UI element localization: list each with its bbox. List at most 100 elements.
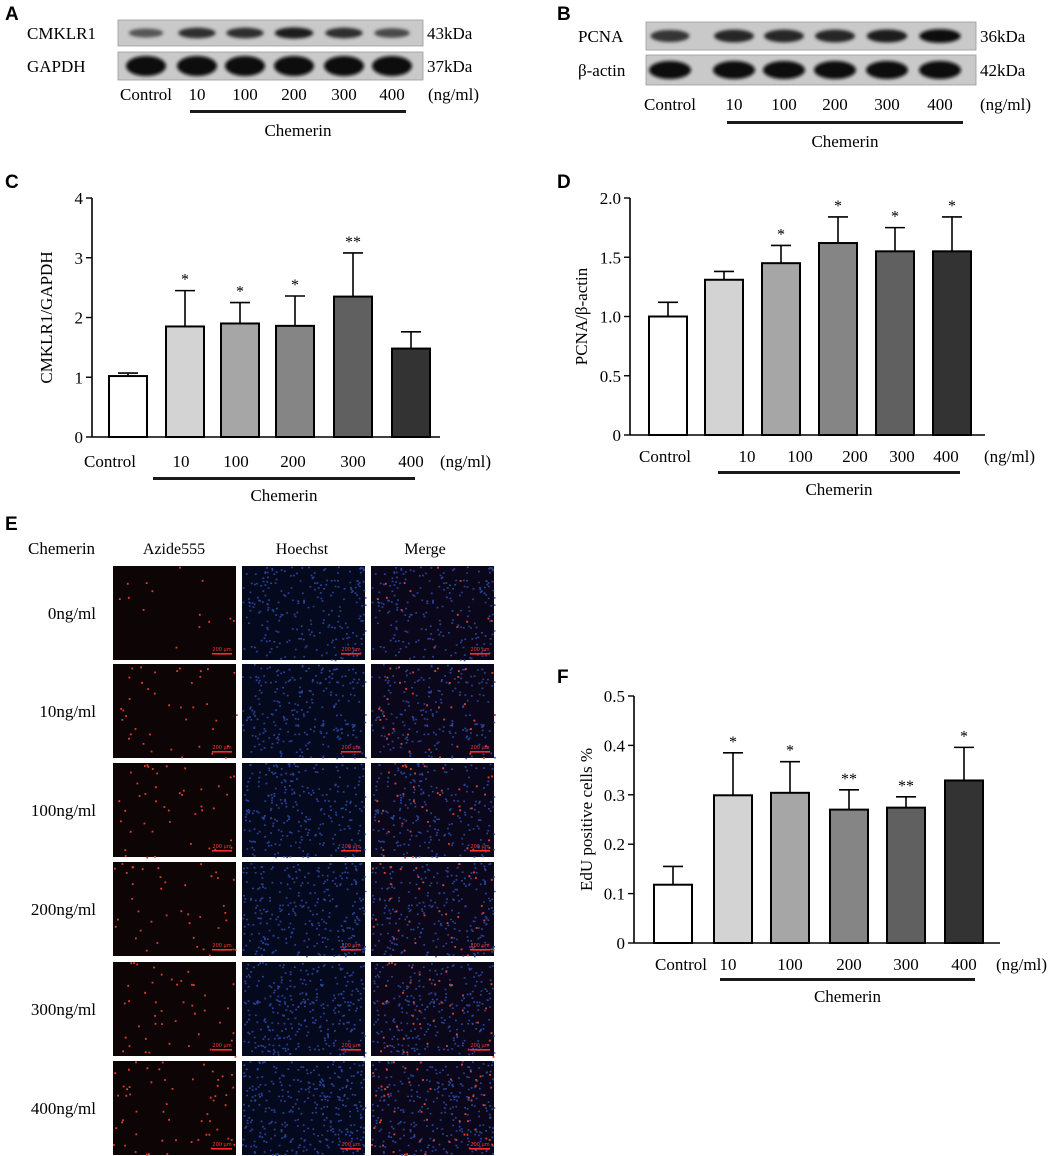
significance-mark: * (291, 277, 299, 294)
bar (333, 295, 373, 438)
significance-mark: * (786, 743, 794, 760)
blot-band (274, 27, 314, 39)
bar (818, 242, 858, 436)
scale-bar (470, 751, 490, 753)
blot-band (128, 28, 164, 38)
x-tick-label: 200 (842, 447, 868, 466)
scale-bar-label: 200 μm (470, 943, 489, 949)
bar (391, 347, 431, 439)
micrograph-image (113, 763, 236, 857)
blot-band (324, 56, 364, 76)
scale-bar (341, 751, 361, 753)
y-tick-label: 0.4 (604, 736, 626, 755)
scale-bar-label: 200 μm (470, 745, 489, 751)
micrograph-image (113, 566, 236, 660)
bar (944, 779, 984, 944)
x-tick-label: 300 (889, 447, 915, 466)
blot-band (178, 27, 216, 39)
panel-letter-d: D (557, 172, 571, 193)
micrograph-row-header: Chemerin (28, 539, 96, 558)
micrograph-column-header: Hoechst (276, 541, 329, 558)
micrograph-image (113, 664, 236, 758)
significance-mark: * (948, 198, 956, 215)
scale-bar (341, 949, 361, 951)
nuclei-signal (372, 962, 496, 1058)
y-tick-label: 1.0 (600, 308, 621, 327)
bar (886, 806, 926, 944)
blot-band (713, 61, 755, 79)
chart-c: 0 1 2 3 4 CMKLR1/GAPDH Control * 10 * 100 * 200 ** 300… (37, 189, 491, 505)
x-tick-label: Control (84, 452, 136, 471)
scale-bar-label: 200 μm (341, 745, 360, 751)
blot-band (274, 56, 314, 76)
blot-band (714, 29, 754, 43)
x-tick-label: 400 (951, 955, 977, 974)
micrograph-image (242, 566, 365, 660)
bar (275, 324, 315, 438)
micrograph-row-label: 400ng/ml (31, 1099, 96, 1118)
bar (932, 250, 972, 436)
significance-mark: ** (841, 771, 857, 788)
bar (829, 808, 869, 944)
blot-band (374, 28, 410, 38)
scale-bar-label: 200 μm (470, 1142, 489, 1148)
blot-protein-label: GAPDH (27, 57, 86, 76)
micrograph-image (242, 664, 365, 758)
bar (653, 883, 693, 945)
scale-bar-label: 200 μm (470, 844, 489, 850)
blot-protein-label: β-actin (578, 61, 626, 80)
scale-bar (212, 850, 232, 852)
micrograph-image (371, 962, 494, 1056)
scale-bar-label: 200 μm (212, 844, 231, 850)
treatment-line (727, 121, 963, 124)
y-tick-label: 4 (75, 189, 84, 208)
significance-mark: * (834, 198, 842, 215)
scale-bar-label: 200 μm (341, 1142, 360, 1148)
bar (770, 791, 810, 944)
scale-bar (470, 949, 490, 951)
blot-unit-label: (ng/ml) (980, 95, 1031, 114)
blot-band (866, 29, 908, 43)
blot-band (649, 61, 691, 79)
panel-letter-c: C (5, 172, 19, 193)
micrograph-row-label: 10ng/ml (39, 702, 96, 721)
blot-band (126, 56, 166, 76)
micrograph-image (371, 763, 494, 857)
treatment-label: Chemerin (814, 987, 882, 1006)
blot-treatment-label: Chemerin (811, 132, 879, 151)
micrograph-image (371, 862, 494, 956)
y-tick-label: 0.3 (604, 786, 625, 805)
micrograph-row-label: 200ng/ml (31, 900, 96, 919)
treatment-label: Chemerin (805, 480, 873, 499)
scale-bar (470, 850, 490, 852)
significance-mark: * (181, 272, 189, 289)
blot-lane-label: 200 (822, 95, 848, 114)
micrograph-row-label: 100ng/ml (31, 801, 96, 820)
x-tick-label: 400 (398, 452, 424, 471)
blot-lane-label: 100 (771, 95, 797, 114)
micrograph-image (371, 566, 494, 660)
micrograph-row-label: 0ng/ml (48, 604, 96, 623)
edu-signal (113, 1061, 236, 1156)
nuclei-signal (243, 962, 367, 1058)
edu-signal (114, 863, 237, 957)
scale-bar (470, 1049, 490, 1051)
scale-bar (341, 1148, 361, 1150)
blot-band (919, 29, 961, 43)
y-tick-label: 2 (75, 309, 84, 328)
x-tick-label: 10 (173, 452, 190, 471)
blot-size-label: 36kDa (980, 27, 1026, 46)
western-blot-a: CMKLR1 43kDa GAPDH 37kDa Control 10 100 200 300 4… (27, 19, 479, 140)
micrograph-image (242, 763, 365, 857)
western-blot-b: PCNA 36kDa β-actin 42kDa Control 10 100 200 300 4… (578, 21, 1031, 151)
scale-bar (470, 1148, 490, 1150)
micrograph-image (113, 962, 236, 1056)
panel-letter-a: A (5, 4, 19, 25)
nuclei-signal (372, 763, 496, 859)
y-axis-label: EdU positive cells % (577, 748, 596, 891)
nuclei-signal (242, 863, 367, 958)
blot-lane-label: 10 (726, 95, 743, 114)
significance-mark: ** (898, 778, 914, 795)
micrograph-grid: Chemerin Azide555 Hoechst Merge 0ng/ml 200 μm… (28, 539, 496, 1156)
